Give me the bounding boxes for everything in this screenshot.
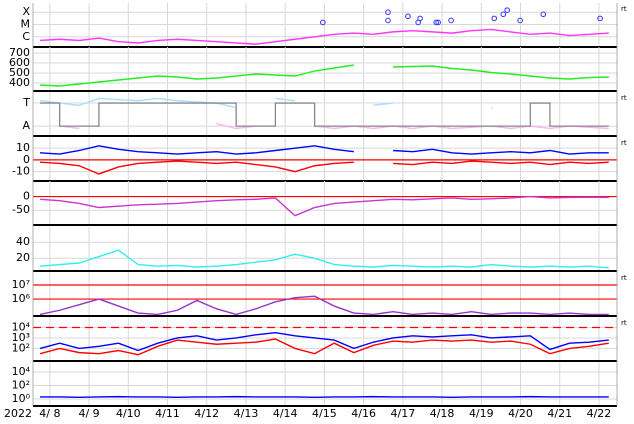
series-line <box>40 395 609 398</box>
y-tick-label: 10 <box>16 141 30 154</box>
flare-marker <box>540 11 547 18</box>
y-tick-label: 10³ <box>12 331 30 344</box>
panel-note: rt <box>621 139 627 147</box>
y-tick-label: 600 <box>9 56 30 69</box>
y-tick-label: 20 <box>16 251 30 264</box>
flare-marker <box>448 17 454 24</box>
series-line <box>40 160 354 175</box>
series-line <box>373 102 394 107</box>
y-tick-label: 10⁴ <box>12 320 31 333</box>
flare-marker <box>417 15 423 22</box>
y-tick-label: 700 <box>9 46 30 59</box>
x-tick-label: 4/21 <box>547 407 572 420</box>
panel-note: rt <box>621 274 627 282</box>
y-tick-label: 10⁰ <box>12 392 31 405</box>
flare-marker <box>320 19 326 26</box>
series-line <box>39 332 609 352</box>
y-tick-label: A <box>22 119 30 132</box>
series-line <box>39 97 237 109</box>
x-tick-label: 4/13 <box>234 407 259 420</box>
flare-marker <box>385 17 391 24</box>
series-line <box>40 28 609 45</box>
flare-marker <box>405 13 411 20</box>
y-tick-label: 0 <box>23 190 30 203</box>
y-tick-label: -10 <box>12 165 30 178</box>
flare-marker <box>597 15 603 22</box>
y-tick-label: M <box>21 18 31 31</box>
x-tick-label: 4/ 9 <box>78 407 99 420</box>
y-tick-label: C <box>22 30 30 43</box>
y-tick-label: 10² <box>12 378 30 391</box>
x-tick-label: 4/16 <box>351 407 376 420</box>
flare-marker <box>433 19 439 26</box>
series-line <box>39 338 609 356</box>
x-tick-label: 4/12 <box>194 407 219 420</box>
panel-note: rt <box>621 319 627 327</box>
y-tick-label: -50 <box>12 203 30 216</box>
x-tick-label: 4/10 <box>116 407 141 420</box>
panel-note: rt <box>621 94 627 102</box>
series-line <box>40 102 609 127</box>
x-tick-label: 4/ 8 <box>39 407 60 420</box>
y-tick-label: T <box>22 96 30 109</box>
x-tick-label: 4/17 <box>391 407 416 420</box>
y-tick-label: 400 <box>9 76 30 89</box>
y-tick-label: 10⁶ <box>12 292 31 305</box>
y-tick-label: X <box>22 5 30 18</box>
series-line <box>314 125 609 130</box>
series-line <box>40 249 609 269</box>
series-line <box>40 64 354 87</box>
series-line <box>393 160 609 166</box>
flare-marker <box>435 19 441 26</box>
x-tick-label: 4/15 <box>312 407 337 420</box>
flare-marker <box>385 9 391 16</box>
x-tick-label: 4/22 <box>587 407 612 420</box>
series-line <box>216 123 256 130</box>
series-line <box>39 295 609 316</box>
panel-note: rt <box>621 5 627 13</box>
flare-marker <box>491 15 498 22</box>
series-line <box>40 145 354 155</box>
flare-marker <box>504 7 510 13</box>
x-tick-label: 4/18 <box>430 407 455 420</box>
x-tick-label: 4/19 <box>469 407 494 420</box>
x-tick-label: 4/20 <box>508 407 533 420</box>
x-tick-label: 4/14 <box>273 407 298 420</box>
flare-marker <box>517 17 523 24</box>
y-tick-label: 0 <box>23 153 30 166</box>
y-tick-label: 40 <box>16 235 30 248</box>
year-label: 2022 <box>4 407 32 420</box>
x-tick-label: 4/11 <box>155 407 180 420</box>
y-tick-label: 500 <box>9 66 30 79</box>
y-tick-label: 10⁴ <box>12 365 31 378</box>
series-line <box>275 97 296 102</box>
series-line <box>393 148 609 155</box>
y-tick-label: 10² <box>12 341 30 354</box>
flare-marker <box>500 11 507 18</box>
series-line <box>393 65 609 80</box>
series-line <box>40 195 609 217</box>
y-tick-label: 10⁷ <box>12 278 30 291</box>
